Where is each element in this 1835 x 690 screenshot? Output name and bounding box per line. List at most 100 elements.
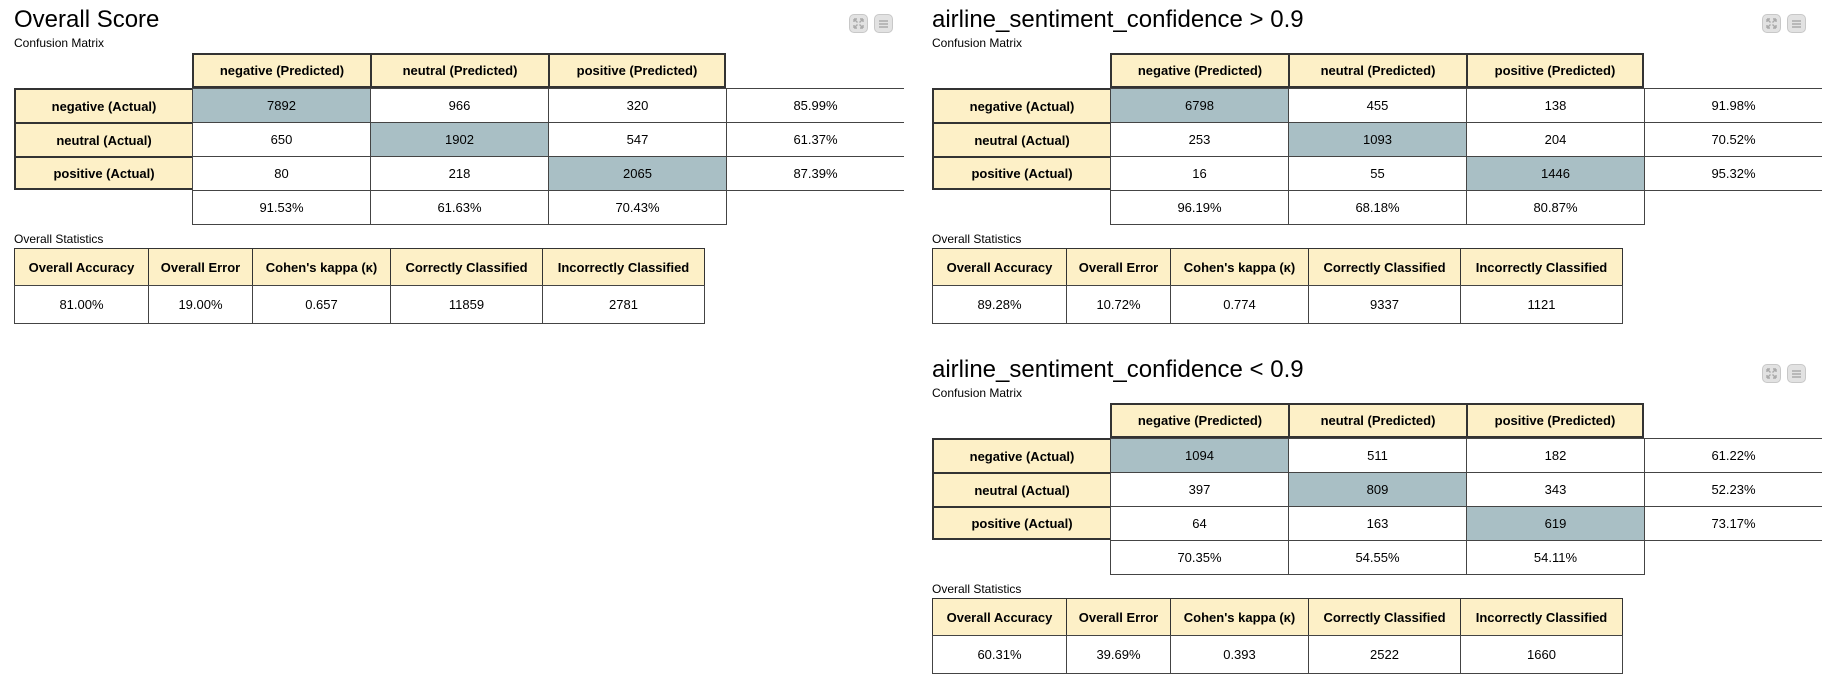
expand-icon xyxy=(1766,368,1777,379)
matrix-cell: 64 xyxy=(1110,506,1289,541)
statistics-header: Correctly Classified xyxy=(1308,248,1461,286)
statistics-value: 81.00% xyxy=(14,285,149,324)
column-accuracy: 96.19% xyxy=(1110,190,1289,225)
matrix-cell: 397 xyxy=(1110,472,1289,507)
row-header: positive (Actual) xyxy=(932,506,1112,540)
row-header: positive (Actual) xyxy=(932,156,1112,190)
column-header: negative (Predicted) xyxy=(1110,53,1290,88)
statistics-value: 9337 xyxy=(1308,285,1461,324)
column-header: negative (Predicted) xyxy=(1110,403,1290,438)
matrix-cell: 1902 xyxy=(370,122,549,157)
matrix-cell: 204 xyxy=(1466,122,1645,157)
column-accuracy: 70.35% xyxy=(1110,540,1289,575)
menu-icon xyxy=(1791,19,1802,29)
panel-title: airline_sentiment_confidence > 0.9 xyxy=(932,6,1304,33)
expand-button[interactable] xyxy=(849,14,868,33)
menu-icon xyxy=(1791,369,1802,379)
statistics-header: Overall Error xyxy=(148,248,253,286)
matrix-cell: 163 xyxy=(1288,506,1467,541)
panel-title: Overall Score xyxy=(14,6,160,33)
column-header: neutral (Predicted) xyxy=(370,53,550,88)
column-header: positive (Predicted) xyxy=(1466,53,1644,88)
matrix-cell: 547 xyxy=(548,122,727,157)
statistics-value: 0.393 xyxy=(1170,635,1309,674)
overall-statistics-label: Overall Statistics xyxy=(932,582,1022,596)
matrix-cell: 320 xyxy=(548,88,727,123)
matrix-cell: 455 xyxy=(1288,88,1467,123)
confusion-matrix-label: Confusion Matrix xyxy=(14,36,105,50)
statistics-header: Cohen's kappa (κ) xyxy=(252,248,391,286)
matrix-cell: 809 xyxy=(1288,472,1467,507)
row-accuracy: 73.17% xyxy=(1644,506,1822,541)
statistics-header: Incorrectly Classified xyxy=(542,248,705,286)
row-accuracy: 61.22% xyxy=(1644,438,1822,473)
row-accuracy: 87.39% xyxy=(726,156,904,191)
matrix-cell: 511 xyxy=(1288,438,1467,473)
statistics-value: 0.657 xyxy=(252,285,391,324)
confusion-matrix-label: Confusion Matrix xyxy=(932,386,1023,400)
column-header: positive (Predicted) xyxy=(1466,403,1644,438)
statistics-value: 0.774 xyxy=(1170,285,1309,324)
overall-statistics-label: Overall Statistics xyxy=(14,232,104,246)
statistics-header: Incorrectly Classified xyxy=(1460,248,1623,286)
row-accuracy: 70.52% xyxy=(1644,122,1822,157)
statistics-header: Overall Accuracy xyxy=(932,248,1067,286)
matrix-cell: 343 xyxy=(1466,472,1645,507)
statistics-header: Cohen's kappa (κ) xyxy=(1170,598,1309,636)
matrix-cell: 253 xyxy=(1110,122,1289,157)
menu-button[interactable] xyxy=(1787,364,1806,383)
row-header: negative (Actual) xyxy=(14,88,194,124)
expand-icon xyxy=(853,18,864,29)
matrix-cell: 55 xyxy=(1288,156,1467,191)
matrix-cell: 218 xyxy=(370,156,549,191)
matrix-cell: 138 xyxy=(1466,88,1645,123)
row-accuracy: 85.99% xyxy=(726,88,904,123)
row-header: neutral (Actual) xyxy=(932,472,1112,508)
matrix-cell: 619 xyxy=(1466,506,1645,541)
row-header: negative (Actual) xyxy=(932,438,1112,474)
column-accuracy: 80.87% xyxy=(1466,190,1645,225)
matrix-cell: 80 xyxy=(192,156,371,191)
row-header: neutral (Actual) xyxy=(932,122,1112,158)
matrix-cell: 7892 xyxy=(192,88,371,123)
statistics-value: 60.31% xyxy=(932,635,1067,674)
statistics-value: 1660 xyxy=(1460,635,1623,674)
matrix-cell: 1446 xyxy=(1466,156,1645,191)
expand-button[interactable] xyxy=(1762,14,1781,33)
statistics-header: Overall Error xyxy=(1066,598,1171,636)
column-accuracy: 61.63% xyxy=(370,190,549,225)
statistics-header: Overall Accuracy xyxy=(14,248,149,286)
menu-button[interactable] xyxy=(874,14,893,33)
row-accuracy: 52.23% xyxy=(1644,472,1822,507)
matrix-cell: 1094 xyxy=(1110,438,1289,473)
row-accuracy: 91.98% xyxy=(1644,88,1822,123)
menu-button[interactable] xyxy=(1787,14,1806,33)
column-accuracy: 70.43% xyxy=(548,190,727,225)
statistics-value: 1121 xyxy=(1460,285,1623,324)
statistics-header: Incorrectly Classified xyxy=(1460,598,1623,636)
statistics-value: 2522 xyxy=(1308,635,1461,674)
statistics-header: Correctly Classified xyxy=(1308,598,1461,636)
column-accuracy: 54.55% xyxy=(1288,540,1467,575)
column-accuracy: 91.53% xyxy=(192,190,371,225)
matrix-cell: 966 xyxy=(370,88,549,123)
expand-icon xyxy=(1766,18,1777,29)
matrix-cell: 16 xyxy=(1110,156,1289,191)
expand-button[interactable] xyxy=(1762,364,1781,383)
statistics-value: 2781 xyxy=(542,285,705,324)
column-accuracy: 68.18% xyxy=(1288,190,1467,225)
matrix-cell: 182 xyxy=(1466,438,1645,473)
matrix-cell: 1093 xyxy=(1288,122,1467,157)
panel-title: airline_sentiment_confidence < 0.9 xyxy=(932,356,1304,383)
statistics-header: Overall Error xyxy=(1066,248,1171,286)
row-header: neutral (Actual) xyxy=(14,122,194,158)
statistics-header: Correctly Classified xyxy=(390,248,543,286)
column-header: negative (Predicted) xyxy=(192,53,372,88)
panel-confidence-below: airline_sentiment_confidence < 0.9 Confu… xyxy=(932,356,1822,676)
column-header: neutral (Predicted) xyxy=(1288,403,1468,438)
matrix-cell: 6798 xyxy=(1110,88,1289,123)
panel-confidence-above: airline_sentiment_confidence > 0.9 Confu… xyxy=(932,6,1822,326)
statistics-value: 39.69% xyxy=(1066,635,1171,674)
row-header: positive (Actual) xyxy=(14,156,194,190)
row-accuracy: 61.37% xyxy=(726,122,904,157)
